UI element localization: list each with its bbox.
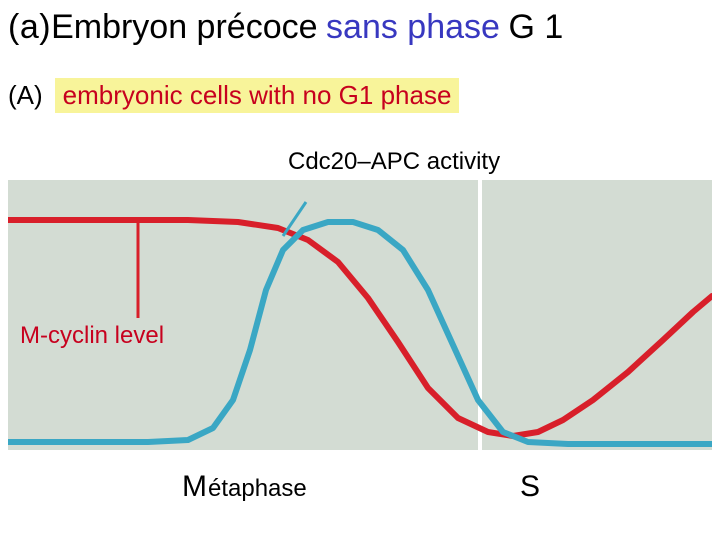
subtitle-row: (A) embryonic cells with no G1 phase	[8, 78, 459, 113]
chart-area: Cdc20–APC activity M-cyclin level	[8, 150, 712, 450]
axis-label-m-rest: étaphase	[208, 475, 307, 503]
main-title: (a) Embryon précoce sans phase G 1	[8, 8, 712, 47]
title-part-g1: G 1	[508, 8, 563, 47]
axis-label-m-big: M	[182, 470, 207, 504]
axis-label-m: M étaphase	[182, 470, 307, 504]
subtitle-highlight: embryonic cells with no G1 phase	[55, 78, 460, 113]
title-part-a: (a)	[8, 8, 51, 47]
mcyclin-label: M-cyclin level	[20, 322, 164, 350]
title-part-main: Embryon précoce	[51, 8, 317, 47]
chart-svg	[8, 150, 712, 450]
title-part-highlight: sans phase	[326, 8, 500, 47]
cdc20apc-label: Cdc20–APC activity	[288, 148, 500, 176]
axis-label-s: S	[520, 470, 540, 504]
subtitle-letter: (A)	[8, 80, 43, 111]
axis-row: M étaphase S	[0, 470, 720, 530]
